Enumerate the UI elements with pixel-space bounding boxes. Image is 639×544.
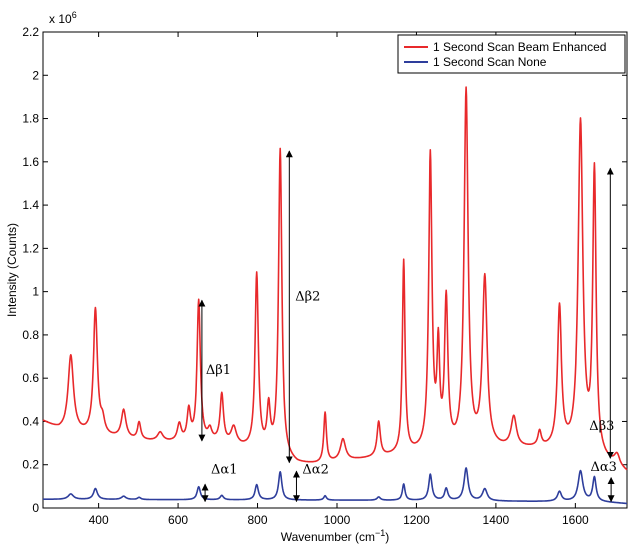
x-tick-label: 400 xyxy=(89,513,109,527)
x-tick-label: 1000 xyxy=(324,513,351,527)
annotations: Δβ1 Δβ2 Δβ3 Δα1 Δα2 Δα3 xyxy=(198,150,617,503)
delta-label: Δβ3 xyxy=(589,419,614,434)
delta-label: Δβ2 xyxy=(295,289,320,304)
y-tick-label: 0.6 xyxy=(22,371,39,385)
delta-label: Δα1 xyxy=(211,462,237,477)
x-tick-label: 600 xyxy=(168,513,188,527)
x-tick-label: 1400 xyxy=(483,513,510,527)
axes: 400 600 800 1000 1200 1400 1600 0 0.2 0.4 0.6 0.8 1 1… xyxy=(5,10,628,544)
delta-label: Δα3 xyxy=(590,460,616,475)
y-tick-label: 0.4 xyxy=(22,414,39,428)
y-tick-label: 1.8 xyxy=(22,112,39,126)
y-tick-label: 0.8 xyxy=(22,328,39,342)
y-axis-label: Intensity (Counts) xyxy=(5,223,19,317)
y-tick-label: 1.4 xyxy=(22,198,39,212)
legend-entry: 1 Second Scan None xyxy=(433,55,547,69)
legend-box xyxy=(397,34,626,74)
y-tick-label: 1.6 xyxy=(22,155,39,169)
x-tick-label: 1600 xyxy=(562,513,589,527)
y-tick-label: 0.2 xyxy=(22,458,39,472)
y-tick-label: 2.2 xyxy=(22,25,39,39)
series-line-none xyxy=(42,467,628,505)
y-exponent-label: x 106 xyxy=(49,10,77,26)
y-exponent-power: 6 xyxy=(72,10,77,20)
x-tick-label: 800 xyxy=(248,513,268,527)
delta-label: Δβ1 xyxy=(206,363,231,378)
plot-frame xyxy=(42,31,628,509)
series-line-beam-enhanced xyxy=(42,86,628,471)
legend-entry: 1 Second Scan Beam Enhanced xyxy=(433,40,606,54)
y-tick-label: 1.2 xyxy=(22,241,39,255)
y-tick-label: 2 xyxy=(32,68,39,82)
series-group xyxy=(42,86,628,505)
x-axis-label: Wavenumber (cm−1) xyxy=(281,528,390,544)
delta-label: Δα2 xyxy=(302,462,328,477)
y-tick-label: 0 xyxy=(32,501,39,515)
y-tick-label: 1 xyxy=(32,285,39,299)
x-tick-label: 1200 xyxy=(403,513,430,527)
